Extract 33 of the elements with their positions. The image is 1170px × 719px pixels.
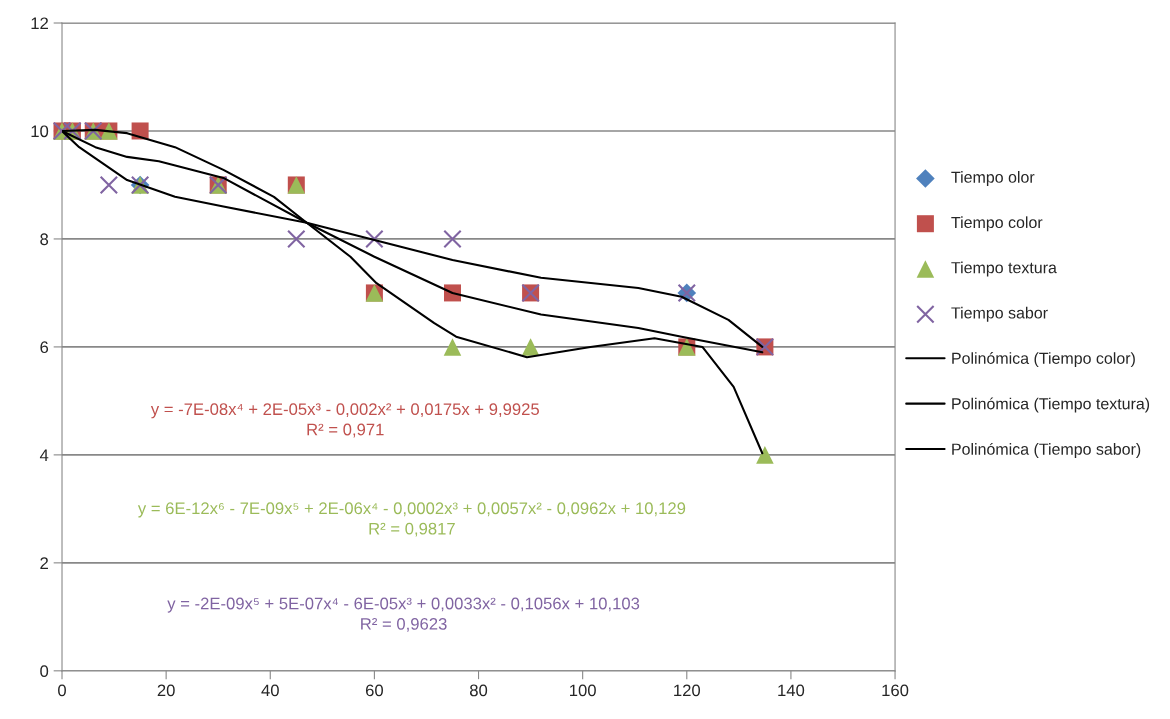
legend-label: Tiempo color	[951, 216, 1043, 232]
y-tick-label: 12	[31, 17, 48, 30]
y-tick-label: 4	[39, 449, 49, 461]
x-tick-label: 80	[469, 684, 488, 697]
y-tick-label: 0	[40, 665, 49, 678]
x-tick-label: 0	[58, 684, 66, 697]
y-tick-label: 8	[40, 233, 49, 246]
point	[99, 175, 119, 195]
annotation: y = -2E-09x⁵ + 5E-07x⁴ - 6E-05x³ + 0,0033x² - 0,1056x + 10,103 R² = 0,9623	[167, 597, 640, 632]
x-tick-label: 20	[157, 684, 175, 697]
legend-label: Polinómica (Tiempo color)	[952, 352, 1135, 368]
point	[365, 229, 384, 249]
annotation: y = -7E-08x⁴ + 2E-05x³ - 0,002x² + 0,0175x + 9,9925 R² = 0,971	[150, 403, 539, 438]
legend-label: Tiempo sabor	[951, 306, 1048, 322]
legend-label: Polinómica (Tiempo sabor)	[952, 442, 1141, 458]
y-tick-label: 2	[40, 557, 48, 569]
y-tick-label: 6	[40, 341, 49, 354]
y-tick-label: 10	[31, 125, 49, 138]
annotation: y = 6E-12x⁶ - 7E-09x⁵ + 2E-06x⁴ - 0,0002x³ + 0,0057x² - 0,0962x + 10,129 R² = 0,9817	[137, 502, 686, 537]
legend-label: Tiempo olor	[951, 171, 1035, 186]
legend-label: Polinómica (Tiempo textura)	[952, 397, 1150, 413]
point	[287, 229, 306, 249]
x-tick-label: 40	[261, 684, 279, 697]
x-tick-label: 160	[882, 684, 909, 697]
x-tick-label: 140	[778, 684, 805, 697]
x-tick-label: 100	[570, 684, 596, 697]
legend-label: Tiempo textura	[951, 261, 1057, 277]
point	[521, 338, 540, 356]
point	[756, 446, 774, 464]
point	[443, 338, 462, 356]
x-tick-label: 60	[365, 684, 384, 697]
x-tick-label: 120	[674, 684, 701, 697]
point	[443, 229, 462, 249]
